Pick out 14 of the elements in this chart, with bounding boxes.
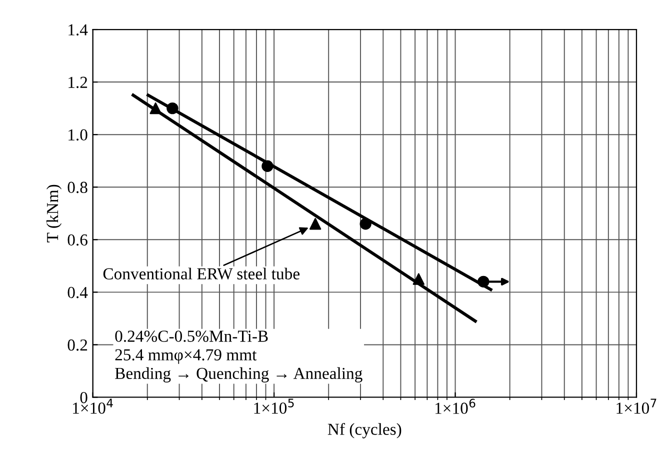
x-tick-label: 1×10$^{5}$	[254, 398, 294, 414]
y-tick-label: 1.0	[68, 129, 88, 141]
y-tick-label: 1.4	[68, 24, 88, 36]
y-tick-label: 0.2	[68, 339, 88, 351]
y-tick-label: 0.8	[68, 182, 88, 194]
annotation: 0.24%C-0.5%Mn-Ti-B 25.4 mmφ×4.79 mmt Bending → Quenching → Annealing	[115, 330, 362, 382]
x-axis-title: Nf (cycles)	[328, 423, 402, 438]
x-tick-label: 1×10$^{7}$	[616, 398, 656, 414]
y-tick-label: 0.6	[68, 234, 88, 246]
y-axis-title: T (kNm)	[46, 184, 62, 242]
annotation: Conventional ERW steel tube	[103, 268, 300, 280]
x-tick-label: 1×10$^{6}$	[435, 398, 476, 414]
y-tick-label: 1.2	[68, 76, 88, 88]
y-tick-label: 0.4	[68, 286, 88, 298]
